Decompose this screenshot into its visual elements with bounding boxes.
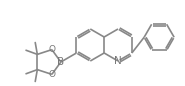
Text: B: B bbox=[57, 57, 64, 67]
Text: O: O bbox=[48, 45, 55, 54]
Text: N: N bbox=[114, 56, 122, 66]
Text: O: O bbox=[48, 70, 55, 79]
